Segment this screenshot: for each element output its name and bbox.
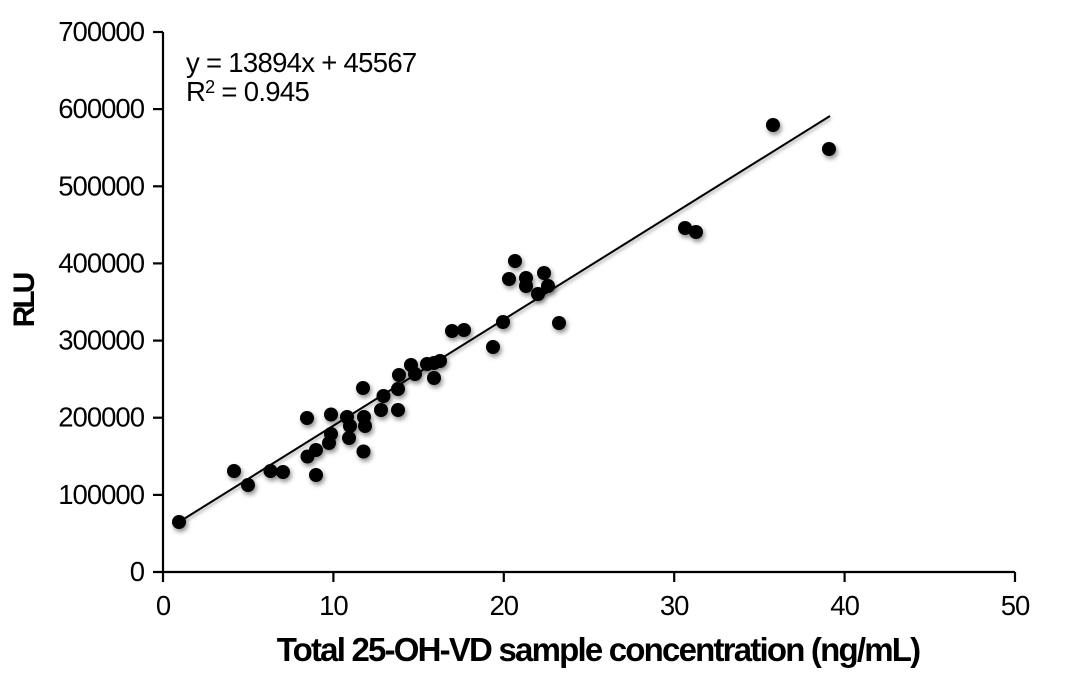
svg-text:0: 0 — [130, 556, 145, 587]
svg-text:RLU: RLU — [8, 273, 41, 327]
svg-text:y = 13894x + 45567: y = 13894x + 45567 — [186, 47, 417, 78]
svg-text:40: 40 — [830, 590, 859, 621]
svg-text:100000: 100000 — [58, 479, 144, 510]
svg-text:700000: 700000 — [58, 16, 144, 47]
svg-text:500000: 500000 — [58, 170, 144, 201]
svg-text:30: 30 — [660, 590, 689, 621]
svg-text:200000: 200000 — [58, 402, 144, 433]
svg-text:50: 50 — [1001, 590, 1030, 621]
svg-text:600000: 600000 — [58, 93, 144, 124]
svg-text:400000: 400000 — [58, 247, 144, 278]
svg-text:Total 25-OH-VD sample concentr: Total 25-OH-VD sample concentration (ng/… — [277, 631, 920, 668]
svg-text:R2 = 0.945: R2 = 0.945 — [186, 76, 309, 107]
svg-text:10: 10 — [319, 590, 348, 621]
svg-text:0: 0 — [156, 590, 171, 621]
svg-text:300000: 300000 — [58, 325, 144, 356]
svg-text:20: 20 — [490, 590, 519, 621]
